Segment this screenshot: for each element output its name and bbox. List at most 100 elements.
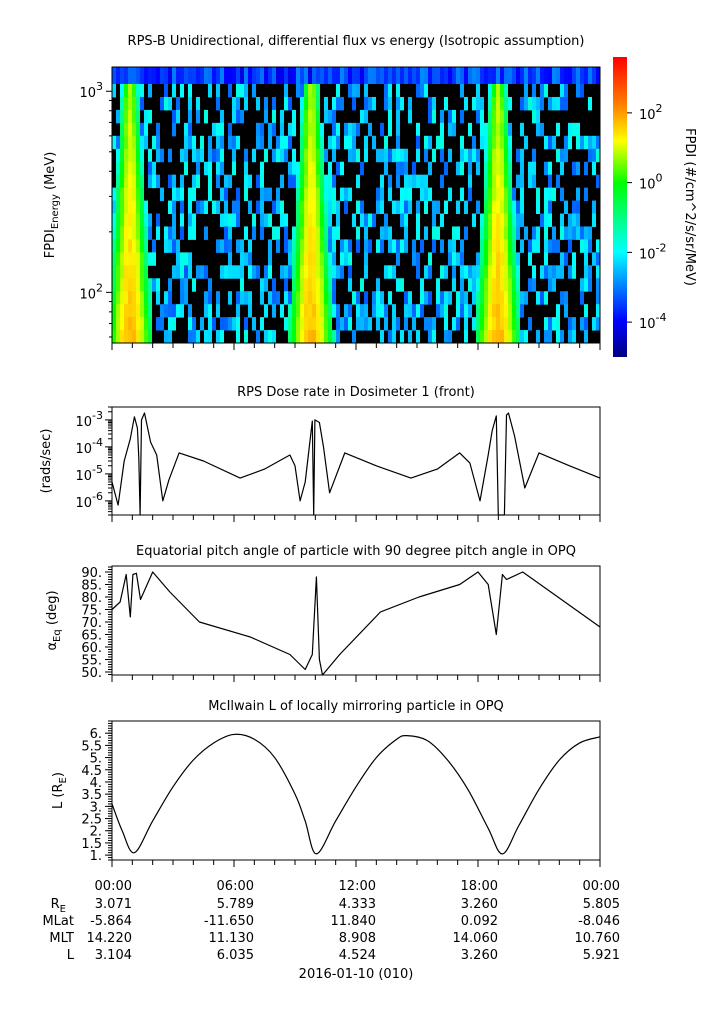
spectrogram-cell	[304, 226, 308, 240]
spectrogram-cell	[596, 135, 600, 150]
spectrogram-cell	[544, 187, 548, 202]
y-axis-label: FPDIEnergy (MeV)	[43, 152, 61, 259]
spectrogram-cell	[120, 317, 124, 331]
spectrogram-cell	[488, 67, 492, 84]
spectrogram-cell	[556, 330, 560, 344]
spectrogram-cell	[292, 148, 296, 163]
spectrogram-cell	[492, 200, 496, 214]
spectrogram-cell	[228, 213, 232, 227]
spectrogram-cell	[300, 200, 304, 214]
spectrogram-cell	[348, 252, 352, 266]
spectrogram-cell	[388, 148, 392, 163]
spectrogram-cell	[416, 67, 420, 84]
spectrogram-cell	[264, 330, 268, 344]
spectrogram-cell	[548, 161, 552, 176]
spectrogram-cell	[312, 96, 316, 111]
spectrogram-cell	[272, 278, 276, 292]
spectrogram-cell	[180, 148, 184, 163]
spectrogram-cell	[512, 317, 516, 331]
spectrogram-cell	[400, 239, 404, 253]
spectrogram-cell	[420, 278, 424, 292]
spectrogram-cell	[532, 174, 536, 189]
tick-label: 10-4	[75, 436, 103, 457]
spectrogram-cell	[444, 330, 448, 344]
spectrogram-cell	[524, 96, 528, 111]
spectrogram-cell	[572, 213, 576, 227]
spectrogram-cell	[188, 200, 192, 214]
spectrogram-cell	[292, 330, 296, 344]
spectrogram-cell	[516, 148, 520, 163]
spectrogram-cell	[244, 84, 248, 98]
spectrogram-cell	[316, 213, 320, 227]
spectrogram-cell	[136, 291, 140, 305]
spectrogram-cell	[568, 330, 572, 344]
spectrogram-cell	[296, 213, 300, 227]
spectrogram-cell	[404, 67, 408, 84]
spectrogram-cell	[196, 330, 200, 344]
spectrogram-cell	[576, 122, 580, 137]
spectrogram-cell	[300, 122, 304, 137]
spectrogram-cell	[564, 135, 568, 150]
spectrogram-cell	[244, 187, 248, 202]
spectrogram-cell	[504, 148, 508, 163]
dose-rate-panel: RPS Dose rate in Dosimeter 1 (front)10-3…	[39, 385, 601, 522]
tick-label: 102	[79, 281, 103, 302]
spectrogram-cell	[464, 304, 468, 318]
spectrogram-cell	[224, 265, 228, 279]
spectrogram-cell	[240, 67, 244, 84]
spectrogram-cell	[420, 174, 424, 189]
spectrogram-cell	[580, 135, 584, 150]
spectrogram-cell	[132, 213, 136, 227]
spectrogram-cell	[288, 67, 292, 84]
spectrogram-cell	[572, 330, 576, 344]
spectrogram-cell	[536, 226, 540, 240]
spectrogram-cell	[552, 317, 556, 331]
spectrogram-cell	[444, 96, 448, 111]
spectrogram-cell	[564, 252, 568, 266]
spectrogram-cell	[244, 161, 248, 176]
spectrogram-cell	[320, 122, 324, 137]
spectrogram-cell	[512, 265, 516, 279]
spectrogram-cell	[256, 330, 260, 344]
spectrogram-cell	[444, 200, 448, 214]
spectrogram-cell	[348, 187, 352, 202]
spectrogram-cell	[452, 278, 456, 292]
spectrogram-cell	[488, 252, 492, 266]
spectrogram-cell	[124, 278, 128, 292]
spectrogram-cell	[388, 330, 392, 344]
tick-label: 80.	[81, 591, 102, 606]
spectrogram-cell	[112, 67, 116, 84]
spectrogram-cell	[368, 317, 372, 331]
spectrogram-cell	[516, 226, 520, 240]
spectrogram-cell	[236, 330, 240, 344]
spectrogram-cell	[328, 187, 332, 202]
spectrogram-cell	[460, 304, 464, 318]
spectrogram-cell	[480, 239, 484, 253]
spectrogram-cell	[592, 317, 596, 331]
spectrogram-cell	[492, 304, 496, 318]
spectrogram-cell	[148, 148, 152, 163]
spectrogram-cell	[260, 278, 264, 292]
spectrogram-cell	[336, 84, 340, 98]
spectrogram-cell	[164, 84, 168, 98]
ephemeris-value: 5.805	[583, 897, 620, 912]
spectrogram-cell	[224, 239, 228, 253]
spectrogram-cell	[548, 265, 552, 279]
spectrogram-cell	[128, 291, 132, 305]
spectrogram-cell	[232, 67, 236, 84]
spectrogram-cell	[532, 84, 536, 98]
spectrogram-cell	[148, 291, 152, 305]
tick-label: 5.	[90, 752, 102, 767]
spectrogram-cell	[148, 330, 152, 344]
spectrogram-cell	[484, 187, 488, 202]
spectrogram-cell	[288, 135, 292, 150]
spectrogram-cell	[324, 330, 328, 344]
spectrogram-cell	[180, 252, 184, 266]
spectrogram-cell	[372, 304, 376, 318]
spectrogram-cell	[200, 317, 204, 331]
tick-label: 85.	[81, 579, 102, 594]
spectrogram-cell	[300, 330, 304, 344]
spectrogram-cell	[444, 317, 448, 331]
spectrogram-cell	[496, 252, 500, 266]
spectrogram-cell	[348, 148, 352, 163]
